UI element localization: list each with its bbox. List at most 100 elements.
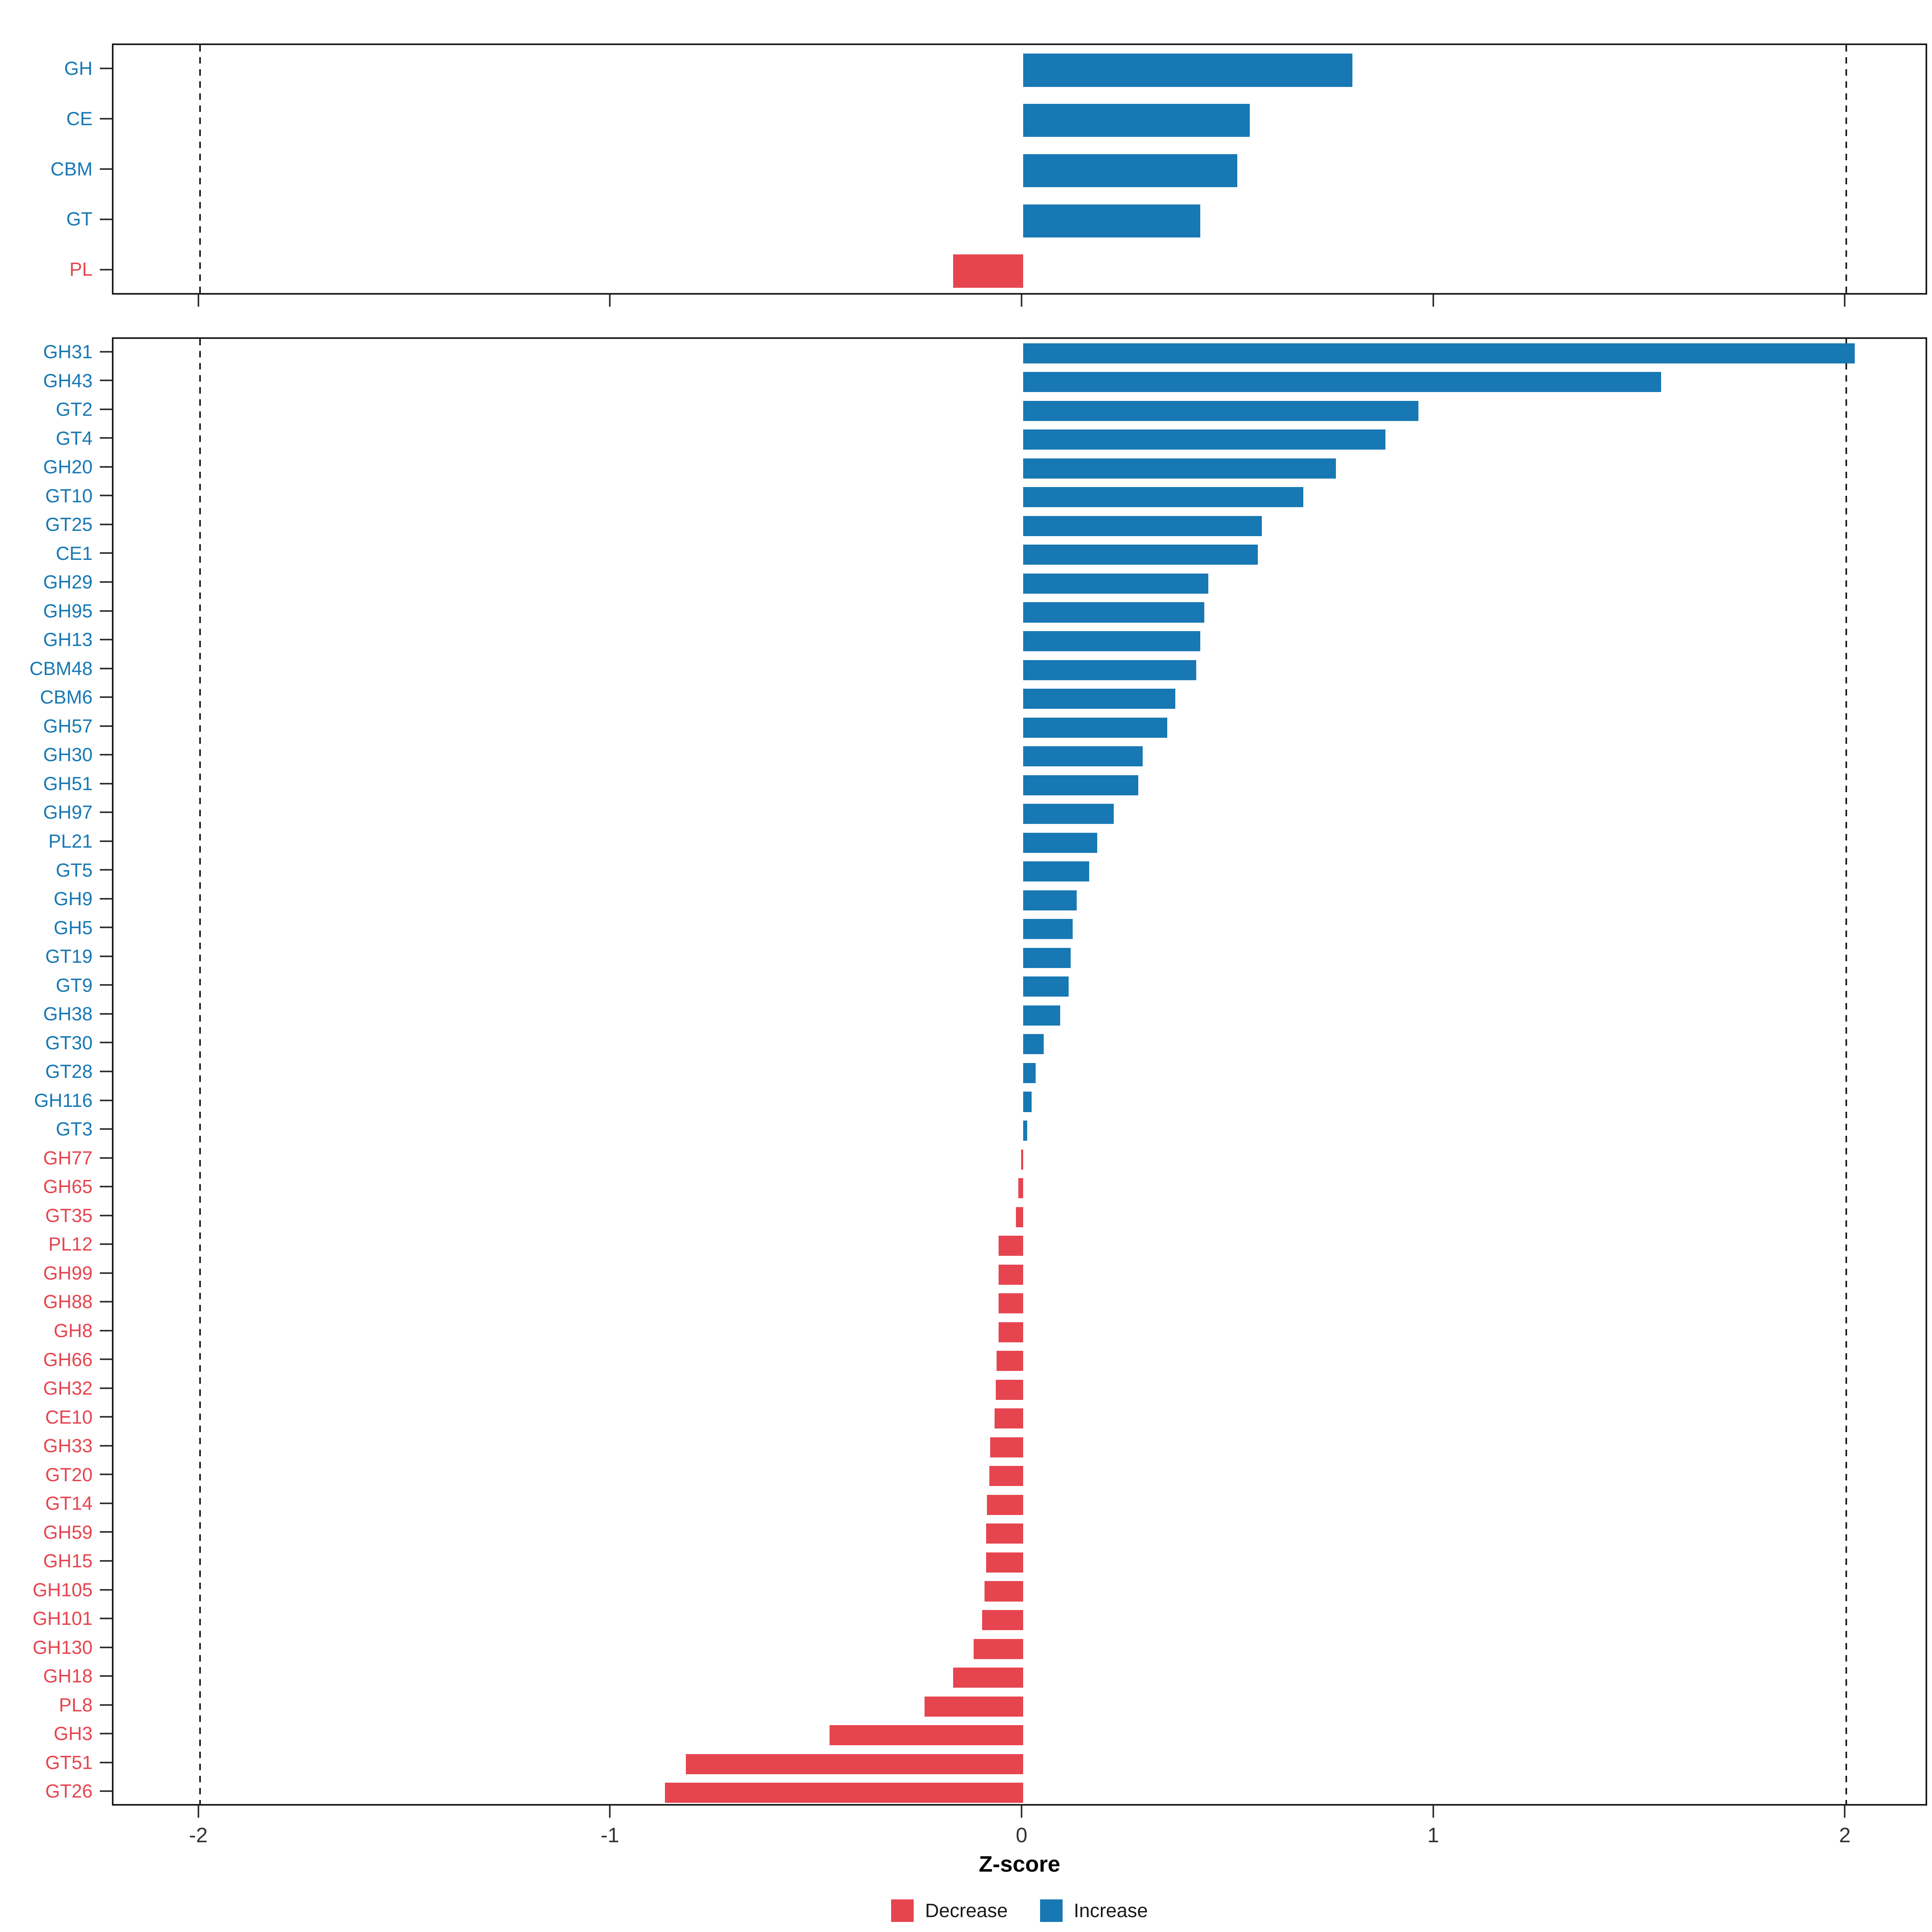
y-tick-mark	[100, 840, 112, 842]
y-tick-mark	[100, 1071, 112, 1072]
y-axis-label-GT35: GT35	[45, 1204, 93, 1226]
y-tick-mark	[100, 1186, 112, 1188]
bar-GT5	[1023, 861, 1089, 882]
y-tick-mark	[100, 1675, 112, 1677]
y-axis-label-CBM6: CBM6	[40, 686, 93, 708]
y-tick-mark	[100, 1214, 112, 1216]
x-tick-mark	[609, 1806, 611, 1818]
y-axis-label-PL21: PL21	[48, 830, 93, 852]
y-tick-mark	[100, 754, 112, 756]
bar-GT2	[1023, 400, 1418, 421]
y-axis-label-GH65: GH65	[43, 1176, 93, 1197]
bar-GH51	[1023, 775, 1139, 795]
y-tick-mark	[100, 1474, 112, 1476]
bar-GH57	[1023, 717, 1168, 738]
bar-GH31	[1023, 343, 1855, 363]
y-tick-mark	[100, 1531, 112, 1533]
y-tick-mark	[100, 1502, 112, 1504]
y-tick-mark	[100, 639, 112, 641]
legend-label-decrease: Decrease	[925, 1900, 1008, 1922]
bar-GH13	[1023, 631, 1200, 652]
y-axis-label-GT9: GT9	[56, 974, 93, 996]
y-tick-mark	[100, 1243, 112, 1245]
y-axis-label-GT2: GT2	[56, 398, 93, 420]
bar-GT19	[1023, 947, 1071, 968]
x-tick-label: 1	[1427, 1824, 1439, 1847]
y-axis-label-GT30: GT30	[45, 1032, 93, 1053]
y-axis-label-CE10: CE10	[45, 1406, 93, 1428]
y-tick-mark	[100, 351, 112, 353]
bar-GH43	[1023, 372, 1662, 392]
bar-GH38	[1023, 1005, 1061, 1026]
y-axis-label-GH101: GH101	[33, 1608, 93, 1629]
y-axis-label-GT10: GT10	[45, 485, 93, 506]
bar-GH18	[953, 1668, 1024, 1688]
bar-CBM	[1023, 154, 1237, 188]
y-tick-mark	[100, 408, 112, 410]
y-axis-label-GT26: GT26	[45, 1780, 93, 1802]
y-axis-label-GH43: GH43	[43, 369, 93, 391]
x-tick-mark	[197, 295, 199, 307]
y-tick-mark	[100, 380, 112, 382]
y-tick-mark	[100, 68, 112, 70]
bar-GH65	[1018, 1178, 1024, 1199]
y-tick-mark	[100, 955, 112, 957]
x-tick-mark	[1021, 295, 1023, 307]
y-axis-label-GT5: GT5	[56, 859, 93, 881]
y-tick-mark	[100, 898, 112, 900]
y-tick-mark	[100, 1560, 112, 1562]
legend-item-increase: Increase	[1040, 1899, 1148, 1922]
x-axis-title: Z-score	[978, 1851, 1061, 1876]
y-tick-mark	[100, 1329, 112, 1331]
y-tick-mark	[100, 1416, 112, 1418]
y-tick-mark	[100, 118, 112, 120]
bar-GH20	[1023, 458, 1336, 479]
bar-CE10	[994, 1408, 1024, 1429]
y-tick-mark	[100, 1445, 112, 1447]
bar-GT	[1023, 204, 1200, 237]
reference-line	[199, 339, 201, 1804]
cazyme-class-panel	[112, 43, 1927, 295]
legend-label-increase: Increase	[1073, 1900, 1148, 1922]
x-tick-label: 2	[1839, 1824, 1851, 1847]
bar-GH105	[984, 1581, 1024, 1602]
y-axis-label-GH30: GH30	[43, 744, 93, 766]
x-tick-mark	[1844, 1806, 1846, 1818]
y-tick-mark	[100, 1761, 112, 1763]
y-axis-label-GH3: GH3	[54, 1723, 93, 1744]
bar-GH88	[998, 1293, 1024, 1314]
y-axis-label-GH51: GH51	[43, 772, 93, 794]
bar-GH3	[830, 1725, 1024, 1746]
y-axis-label-PL12: PL12	[48, 1233, 93, 1255]
y-axis-label-GT4: GT4	[56, 427, 93, 449]
y-axis-label-CE: CE	[66, 107, 93, 129]
bar-GH59	[986, 1523, 1024, 1544]
y-tick-mark	[100, 1099, 112, 1101]
y-tick-mark	[100, 1358, 112, 1360]
bar-PL12	[998, 1236, 1024, 1256]
y-tick-mark	[100, 168, 112, 170]
legend: Decrease Increase	[112, 1897, 1927, 1925]
y-tick-mark	[100, 1128, 112, 1130]
y-tick-mark	[100, 523, 112, 525]
bar-GH66	[996, 1351, 1024, 1371]
bar-GH5	[1023, 919, 1073, 939]
reference-line	[199, 45, 201, 293]
y-axis-label-GH88: GH88	[43, 1291, 93, 1313]
y-tick-mark	[100, 552, 112, 554]
y-tick-mark	[100, 581, 112, 583]
y-axis-label-GH95: GH95	[43, 600, 93, 621]
y-tick-mark	[100, 466, 112, 468]
bar-GT20	[989, 1466, 1024, 1486]
y-axis-label-GH38: GH38	[43, 1003, 93, 1025]
y-axis-label-GH29: GH29	[43, 571, 93, 593]
bar-GT28	[1023, 1063, 1036, 1084]
y-tick-mark	[100, 218, 112, 220]
y-tick-mark	[100, 869, 112, 871]
y-axis-label-GH116: GH116	[34, 1089, 93, 1111]
x-tick-mark	[1021, 1806, 1023, 1818]
bar-PL8	[924, 1696, 1024, 1717]
bar-PL21	[1023, 832, 1098, 853]
x-tick-mark	[197, 1806, 199, 1818]
